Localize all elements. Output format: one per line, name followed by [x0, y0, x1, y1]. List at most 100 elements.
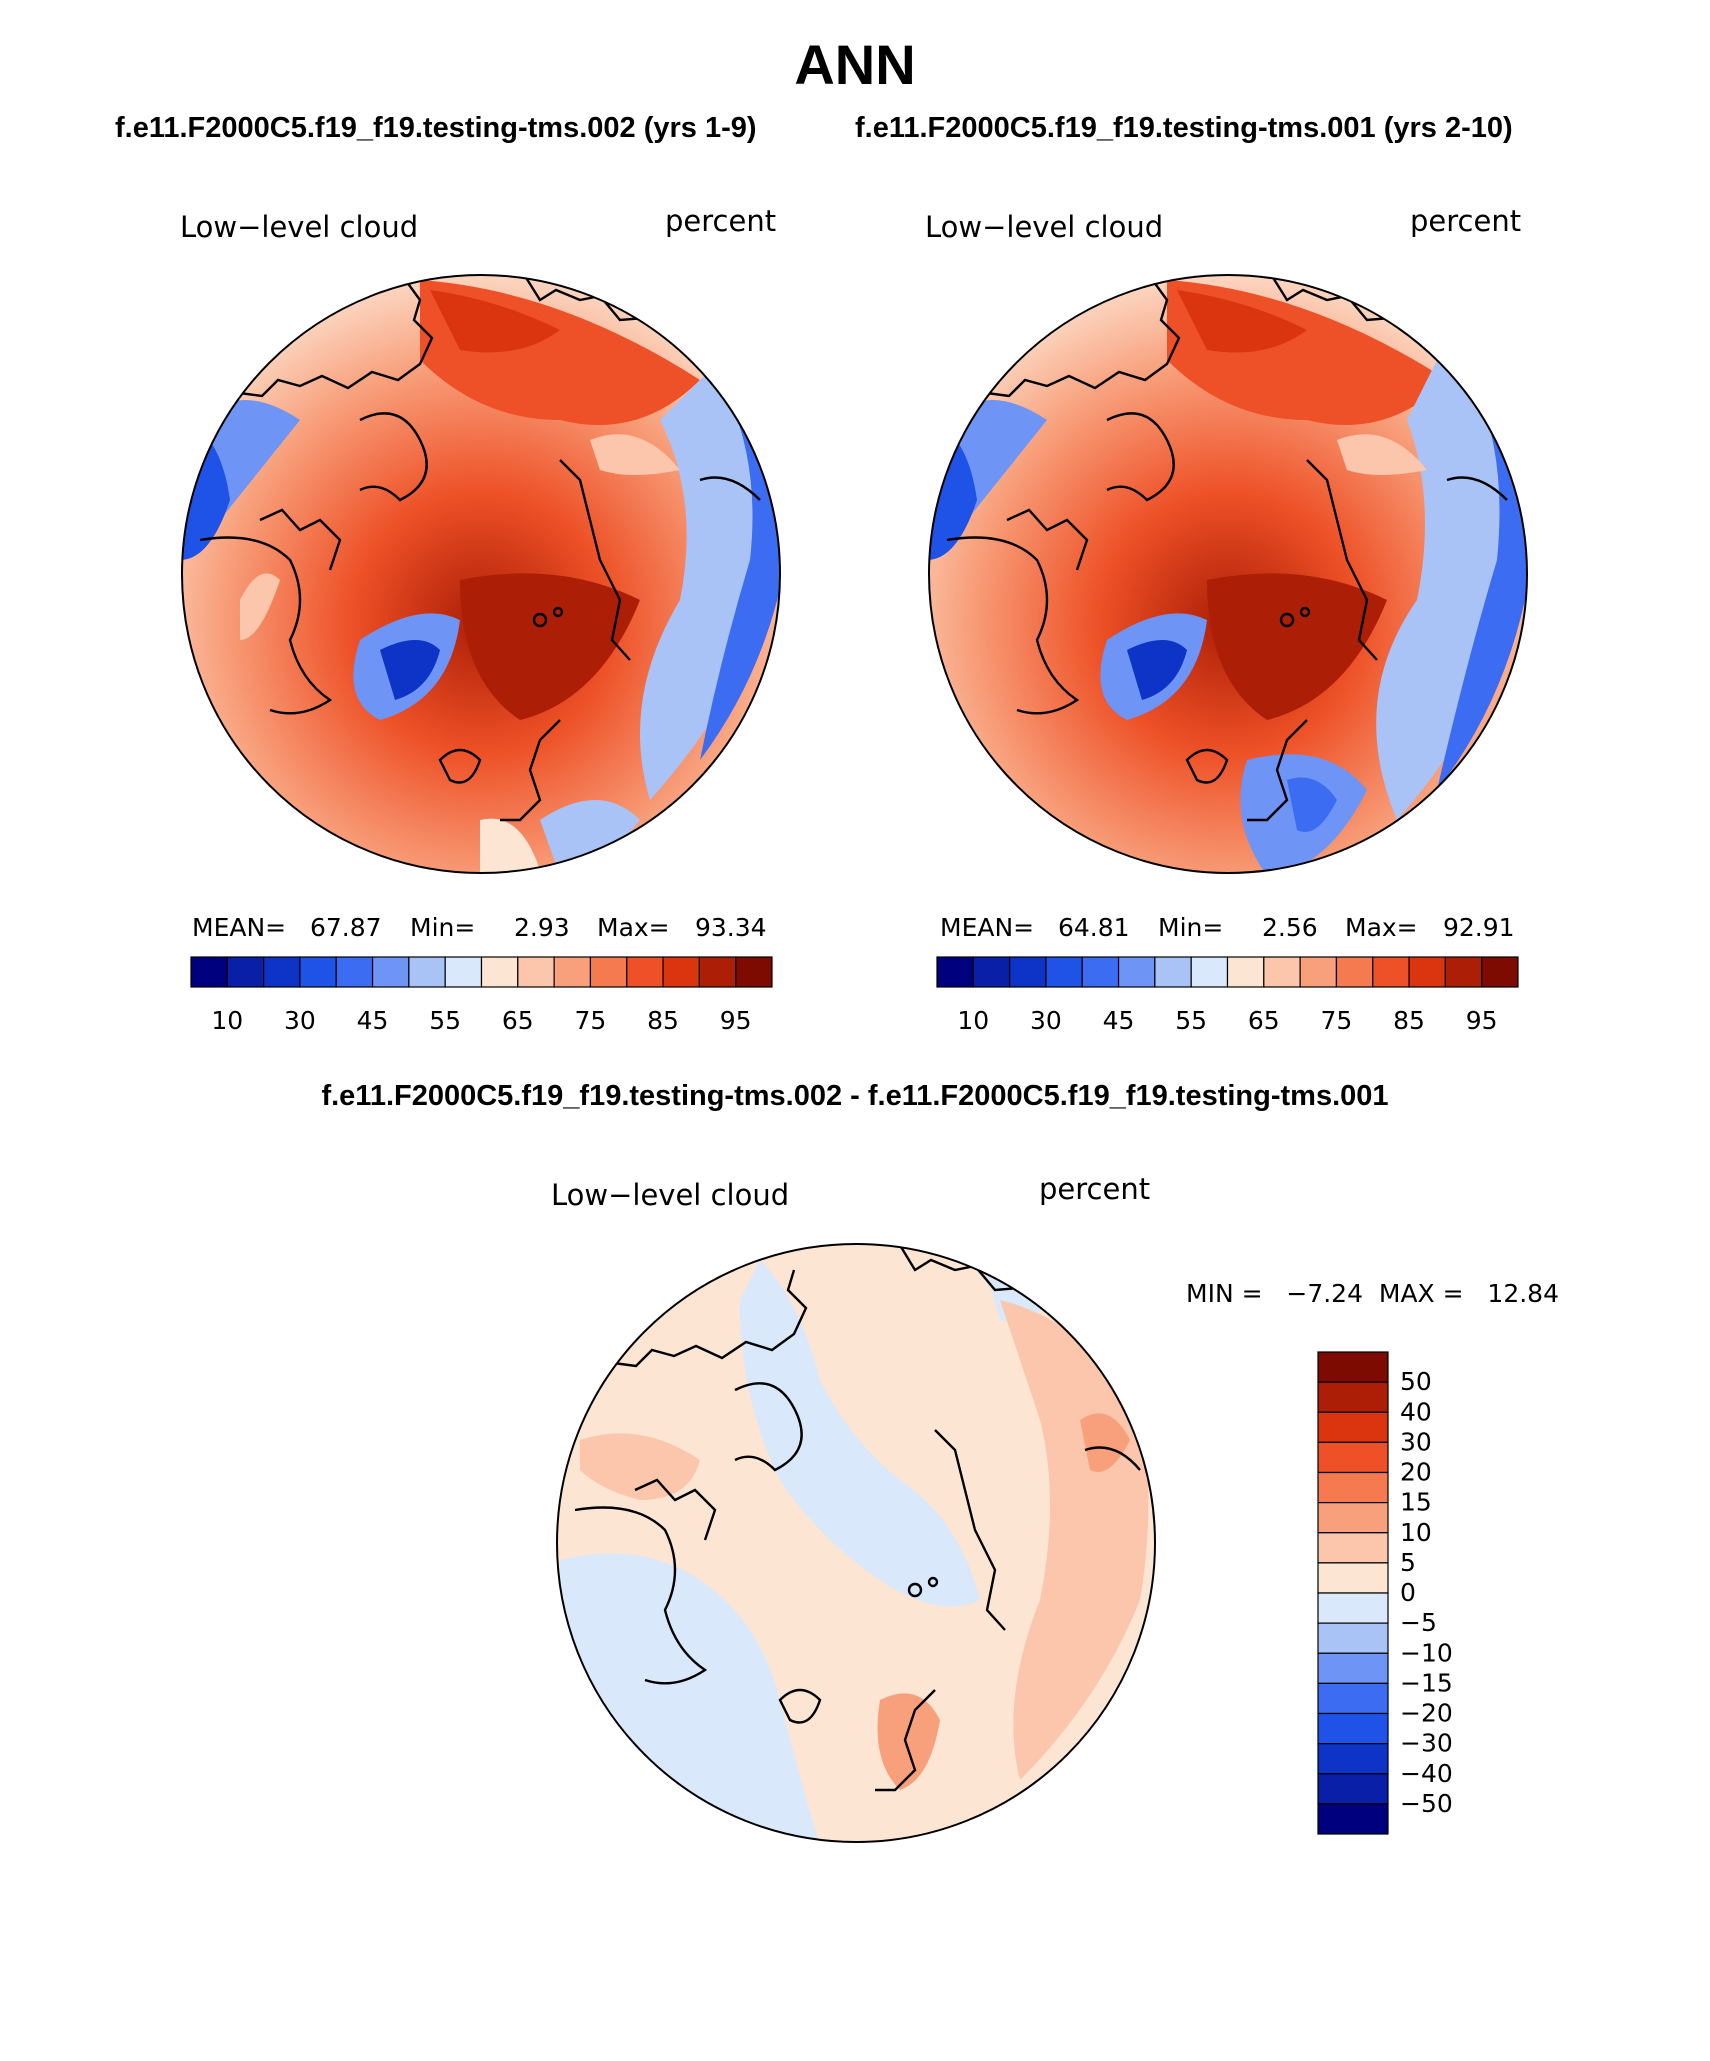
- right-colorbar-swatch: [1009, 956, 1047, 988]
- left-colorbar-swatch: [662, 956, 700, 988]
- right-colorbar-tick-label: 95: [1466, 1006, 1498, 1035]
- left-colorbar-swatch: [263, 956, 301, 988]
- right-colorbar-swatch: [1372, 956, 1410, 988]
- right-min-label: Min=: [1158, 913, 1224, 942]
- difference-colorbar-swatch: [1317, 1803, 1389, 1835]
- left-mean-value: 67.87: [310, 913, 382, 942]
- left-colorbar: 10 30 45 55 65 75 85 95: [190, 956, 773, 1035]
- left-min-label: Min=: [410, 913, 476, 942]
- left-colorbar-tick-label: 45: [357, 1006, 389, 1035]
- difference-colorbar-tick-label: −5: [1400, 1608, 1437, 1637]
- difference-colorbar-swatch: [1317, 1441, 1389, 1474]
- left-colorbar-tick-label: 75: [575, 1006, 607, 1035]
- right-colorbar-tick-label: 30: [1030, 1006, 1062, 1035]
- right-colorbar-swatch: [1444, 956, 1483, 988]
- difference-units-label: percent: [1039, 1172, 1151, 1206]
- difference-colorbar-swatch: [1317, 1381, 1389, 1413]
- difference-colorbar-swatch: [1317, 1562, 1389, 1594]
- right-max-value: 92.91: [1443, 913, 1515, 942]
- right-colorbar-swatch: [936, 956, 974, 988]
- right-coastlines: [946, 275, 1508, 822]
- difference-title: f.e11.F2000C5.f19_f19.testing-tms.002 - …: [321, 1080, 1389, 1112]
- right-colorbar-swatch: [972, 956, 1011, 988]
- difference-colorbar-swatch: [1317, 1712, 1389, 1745]
- left-variable-label: Low−level cloud: [180, 210, 419, 244]
- right-colorbar-swatch: [1226, 956, 1265, 988]
- difference-colorbar-swatch: [1317, 1351, 1389, 1383]
- case-name-right: f.e11.F2000C5.f19_f19.testing-tms.001 (y…: [855, 112, 1513, 144]
- left-max-value: 93.34: [695, 913, 767, 942]
- right-mean-value: 64.81: [1058, 913, 1130, 942]
- difference-colorbar-swatch: [1317, 1532, 1389, 1564]
- difference-colorbar-tick-label: −10: [1400, 1638, 1453, 1667]
- right-colorbar-swatch: [1408, 956, 1446, 988]
- left-map-border: [181, 274, 781, 874]
- right-colorbar-tick-label: 85: [1393, 1006, 1425, 1035]
- right-colorbar-tick-label: 45: [1103, 1006, 1135, 1035]
- left-colorbar-tick-label: 10: [211, 1006, 243, 1035]
- difference-colorbar-tick-label: −20: [1400, 1699, 1453, 1728]
- right-colorbar: 10 30 45 55 65 75 85 95: [936, 956, 1519, 1035]
- difference-variable-label: Low−level cloud: [551, 1178, 790, 1212]
- difference-colorbar-swatch: [1317, 1652, 1389, 1684]
- left-colorbar-tick-label: 65: [502, 1006, 534, 1035]
- case-name-left: f.e11.F2000C5.f19_f19.testing-tms.002 (y…: [115, 112, 757, 144]
- left-colorbar-swatch: [553, 956, 592, 988]
- difference-colorbar-swatch: [1317, 1743, 1389, 1775]
- right-colorbar-swatch: [1081, 956, 1120, 988]
- difference-colorbar-tick-label: 15: [1400, 1488, 1432, 1517]
- right-colorbar-tick-label: 75: [1321, 1006, 1353, 1035]
- right-colorbar-swatch: [1481, 956, 1519, 988]
- difference-colorbar-tick-label: −15: [1400, 1668, 1453, 1697]
- difference-colorbar-tick-label: −40: [1400, 1759, 1453, 1788]
- left-colorbar-swatch: [335, 956, 374, 988]
- left-colorbar-swatch: [299, 956, 337, 988]
- left-colorbar-swatch: [517, 956, 555, 988]
- difference-colorbar-tick-label: 0: [1400, 1578, 1416, 1607]
- right-colorbar-tick-label: 55: [1175, 1006, 1207, 1035]
- right-mean-label: MEAN=: [940, 913, 1035, 942]
- difference-polar-map: [557, 1244, 1155, 1842]
- figure-title: ANN: [794, 33, 916, 96]
- right-colorbar-tick-label: 10: [957, 1006, 989, 1035]
- difference-colorbar-swatch: [1317, 1502, 1389, 1534]
- left-colorbar-swatch: [480, 956, 519, 988]
- right-colorbar-swatch: [1190, 956, 1229, 988]
- right-colorbar-swatch: [1299, 956, 1338, 988]
- right-map-border: [928, 274, 1528, 874]
- left-colorbar-tick-label: 95: [720, 1006, 752, 1035]
- difference-colorbar-tick-label: 30: [1400, 1427, 1432, 1456]
- right-variable-label: Low−level cloud: [925, 210, 1164, 244]
- left-mean-label: MEAN=: [192, 913, 287, 942]
- left-colorbar-swatch: [408, 956, 446, 988]
- difference-colorbar-swatch: [1317, 1773, 1389, 1805]
- difference-colorbar-tick-label: 40: [1400, 1397, 1432, 1426]
- difference-colorbar-swatch: [1317, 1592, 1389, 1624]
- right-min-value: 2.56: [1262, 913, 1318, 942]
- right-colorbar-swatch: [1335, 956, 1374, 988]
- right-colorbar-swatch: [1263, 956, 1301, 988]
- left-colorbar-swatch: [626, 956, 664, 988]
- difference-map-border: [556, 1243, 1156, 1843]
- left-colorbar-swatch: [371, 956, 410, 988]
- left-colorbar-tick-label: 30: [284, 1006, 316, 1035]
- right-colorbar-swatch: [1045, 956, 1083, 988]
- difference-colorbar-tick-label: 10: [1400, 1518, 1432, 1547]
- left-coastlines: [199, 275, 761, 822]
- difference-colorbar-tick-label: 50: [1400, 1367, 1432, 1396]
- left-colorbar-swatch: [226, 956, 265, 988]
- left-colorbar-tick-label: 85: [647, 1006, 679, 1035]
- left-colorbar-swatch: [444, 956, 483, 988]
- left-max-label: Max=: [597, 913, 670, 942]
- difference-colorbar-tick-label: −30: [1400, 1729, 1453, 1758]
- difference-colorbar-tick-label: 20: [1400, 1458, 1432, 1487]
- difference-colorbar-tick-label: 5: [1400, 1548, 1416, 1577]
- left-colorbar-swatch: [735, 956, 773, 988]
- left-colorbar-tick-label: 55: [429, 1006, 461, 1035]
- right-colorbar-tick-label: 65: [1248, 1006, 1280, 1035]
- left-polar-map: [182, 275, 780, 873]
- difference-colorbar-tick-label: −50: [1400, 1789, 1453, 1818]
- left-colorbar-swatch: [589, 956, 628, 988]
